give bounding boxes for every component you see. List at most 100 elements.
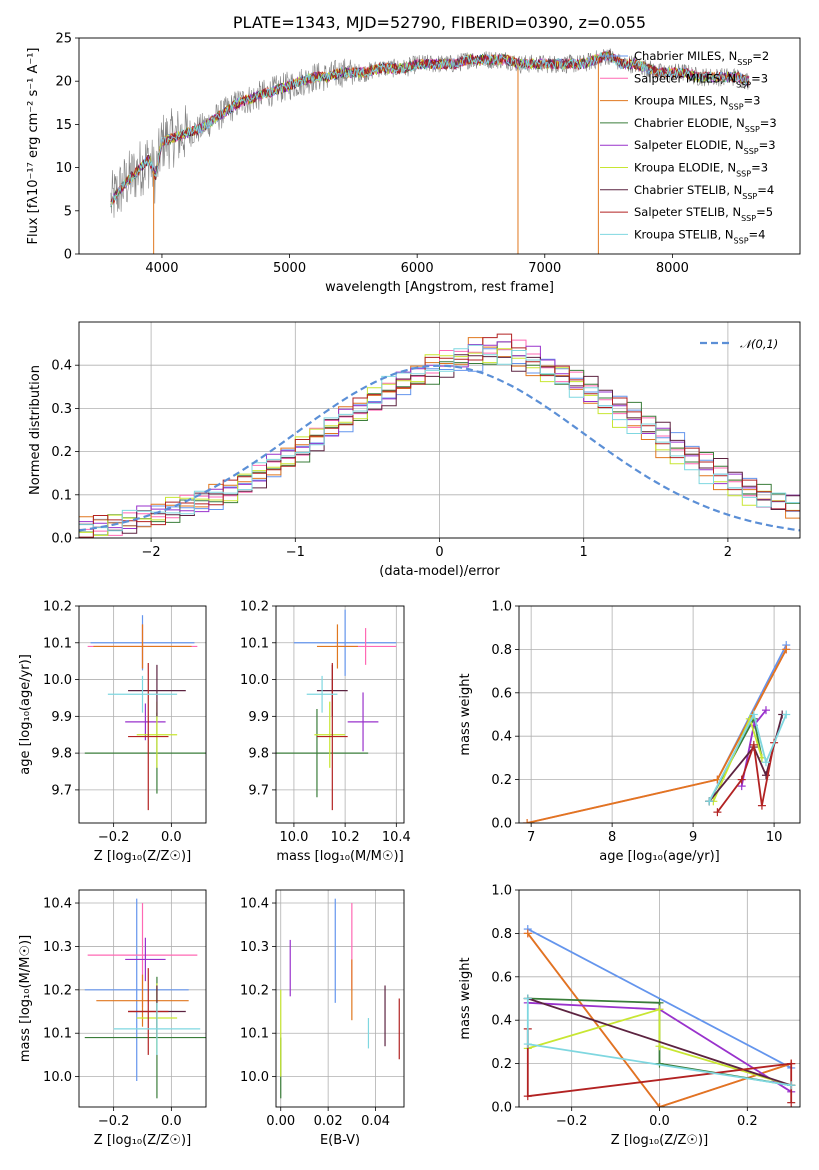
legend-label: Salpeter ELODIE, NSSP=3 — [634, 138, 776, 156]
y-tick-label: 10.0 — [240, 673, 269, 688]
y-tick-label: 9.8 — [51, 747, 72, 762]
y-tick-label: 10.2 — [240, 600, 269, 615]
y-tick-label: 10.0 — [240, 1070, 269, 1085]
x-tick-label: 0.2 — [737, 1114, 758, 1129]
y-axis-label: age [log₁₀(age/yr)] — [18, 654, 33, 775]
x-axis-label: E(B-V) — [320, 1133, 360, 1148]
plot-area — [110, 48, 750, 254]
plot-area — [276, 609, 397, 811]
y-axis-label: mass weight — [458, 957, 473, 1039]
y-axis-label: Normed distribution — [28, 365, 43, 495]
y-tick-label: 0.4 — [491, 1014, 512, 1029]
x-tick-label: 10.0 — [279, 830, 308, 845]
x-tick-label: 10.4 — [382, 830, 411, 845]
x-tick-label: 0.0 — [161, 1114, 182, 1129]
x-tick-label: 0 — [435, 545, 443, 560]
normal-curve — [79, 364, 800, 532]
y-tick-label: 0.1 — [51, 488, 72, 503]
y-tick-label: 10.1 — [240, 1027, 269, 1042]
x-tick-label: 0.02 — [314, 1114, 343, 1129]
y-tick-label: 1.0 — [491, 884, 512, 899]
x-tick-label: 0.0 — [649, 1114, 670, 1129]
y-tick-label: 10.3 — [43, 940, 72, 955]
x-tick-label: −0.2 — [98, 1114, 130, 1129]
plot-area — [84, 615, 206, 811]
y-tick-label: 10.4 — [240, 897, 269, 912]
y-tick-label: 10.4 — [43, 897, 72, 912]
y-tick-label: 0.4 — [491, 730, 512, 745]
y-tick-label: 9.7 — [248, 783, 269, 798]
y-tick-label: 10 — [55, 161, 72, 176]
panel-massweight-vs-Z: −0.2 0.0 0.2 0.0 0.2 0.4 0.6 0.8 1.0 Z [log₁₀(Z/Z… — [458, 884, 801, 1148]
x-tick-label: 2 — [724, 545, 732, 560]
x-tick-label: 4000 — [145, 261, 178, 276]
y-tick-label: 0 — [64, 248, 72, 263]
y-tick-label: 1.0 — [491, 600, 512, 615]
legend-label: Salpeter MILES, NSSP=3 — [634, 71, 768, 89]
x-axis-label: Z [log₁₀(Z/Z☉)] — [611, 1133, 708, 1148]
y-tick-label: 25 — [55, 32, 72, 47]
y-axis-label: mass [log₁₀(M/M☉)] — [18, 935, 33, 1062]
y-tick-label: 9.9 — [51, 710, 72, 725]
legend-label: Kroupa STELIB, NSSP=4 — [634, 227, 765, 245]
axes-frame — [78, 605, 207, 824]
x-tick-label: −2 — [142, 545, 161, 560]
axes-frame — [275, 605, 405, 824]
y-tick-label: 10.0 — [43, 673, 72, 688]
y-tick-label: 0.6 — [491, 970, 512, 985]
y-tick-label: 0.0 — [491, 817, 512, 832]
y-tick-label: 9.9 — [248, 710, 269, 725]
series-line — [527, 1008, 792, 1087]
panel-age-vs-mass: 10.0 10.2 10.4 9.7 9.8 9.9 10.0 10.1 10.2 mass [l… — [240, 600, 411, 865]
x-tick-label: 7 — [527, 830, 535, 845]
x-tick-label: −1 — [286, 545, 305, 560]
y-tick-label: 10.2 — [240, 983, 269, 998]
y-tick-label: 0.2 — [51, 445, 72, 460]
y-tick-label: 0.0 — [491, 1101, 512, 1116]
x-tick-label: 9 — [689, 830, 697, 845]
y-tick-label: 0.8 — [491, 643, 512, 658]
plot-area — [79, 333, 800, 538]
x-tick-label: 7000 — [528, 261, 561, 276]
legend-label: Salpeter STELIB, NSSP=5 — [634, 205, 773, 223]
y-tick-label: 9.8 — [248, 747, 269, 762]
x-tick-label: −0.2 — [98, 830, 130, 845]
legend-label: Kroupa MILES, NSSP=3 — [634, 94, 760, 112]
y-tick-label: 20 — [55, 75, 72, 90]
plot-area — [84, 898, 206, 1099]
x-axis-label: wavelength [Angstrom, rest frame] — [325, 280, 554, 295]
x-tick-label: −0.2 — [556, 1114, 588, 1129]
model-line — [110, 51, 750, 207]
axes-frame — [78, 889, 207, 1108]
y-tick-label: 0.2 — [491, 1057, 512, 1072]
series-line — [712, 716, 763, 802]
axes-frame — [275, 889, 405, 1108]
legend-label: Kroupa ELODIE, NSSP=3 — [634, 161, 768, 179]
x-tick-label: 6000 — [401, 261, 434, 276]
legend-label: Chabrier MILES, NSSP=2 — [634, 49, 769, 67]
y-tick-label: 9.7 — [51, 783, 72, 798]
legend-label: 𝒩(0,1) — [740, 337, 778, 351]
x-tick-label: 10 — [766, 830, 783, 845]
x-tick-label: 0.00 — [266, 1114, 295, 1129]
x-tick-label: 10.2 — [331, 830, 360, 845]
panel-mass-vs-EBV: 0.00 0.02 0.04 10.0 10.1 10.2 10.3 10.4 E(B-V) — [240, 889, 405, 1148]
y-tick-label: 10.2 — [43, 983, 72, 998]
x-axis-label: Z [log₁₀(Z/Z☉)] — [94, 1133, 191, 1148]
y-tick-label: 10.2 — [43, 600, 72, 615]
x-tick-label: 5000 — [273, 261, 306, 276]
x-tick-label: 8000 — [656, 261, 689, 276]
axes-frame — [78, 37, 801, 255]
series-line — [527, 997, 792, 1087]
x-axis-label: Z [log₁₀(Z/Z☉)] — [94, 849, 191, 864]
histogram-step — [79, 341, 800, 536]
y-tick-label: 10.1 — [240, 636, 269, 651]
x-axis-label: mass [log₁₀(M/M☉)] — [276, 849, 403, 864]
series-line — [708, 711, 788, 802]
y-tick-label: 10.0 — [43, 1070, 72, 1085]
x-tick-label: 0.0 — [161, 830, 182, 845]
panel-spectrum: 4000 5000 6000 7000 8000 0 5 10 15 20 25 wavelength… — [26, 32, 801, 295]
legend-label: Chabrier ELODIE, NSSP=3 — [634, 116, 777, 133]
panel-mass-vs-Z: −0.2 0.0 10.0 10.1 10.2 10.3 10.4 Z [log₁₀(Z/Z☉… — [18, 889, 207, 1148]
